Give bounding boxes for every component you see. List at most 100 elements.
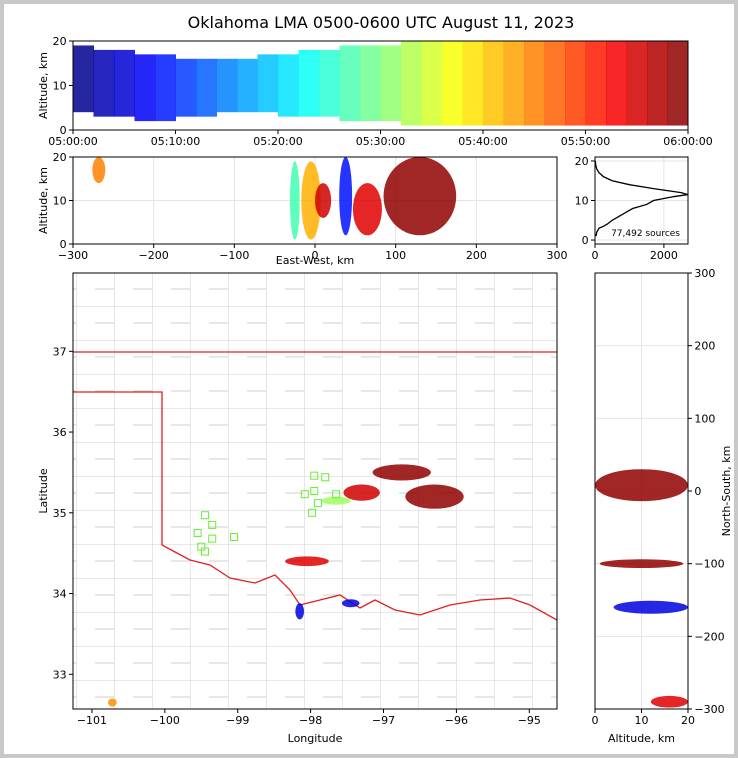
y-axis-label: Altitude, km (37, 167, 50, 234)
source-band (606, 41, 627, 126)
y-tick-label: 20 (575, 155, 589, 168)
axes-frame (594, 156, 689, 245)
source-band (483, 41, 504, 126)
x-tick-label: 05:40:00 (458, 135, 507, 148)
station (230, 533, 239, 542)
station (300, 490, 309, 499)
source-cluster (107, 698, 117, 707)
x-tick-label: 05:20:00 (253, 135, 302, 148)
source-cluster (341, 599, 360, 608)
station (310, 471, 319, 480)
source-band (196, 58, 217, 117)
county-lines (73, 273, 557, 709)
source-cluster (599, 559, 684, 569)
source-cluster (92, 157, 106, 184)
x-tick-label: 05:30:00 (356, 135, 405, 148)
source-band (667, 41, 689, 126)
source-cluster (405, 484, 464, 509)
source-cluster (321, 496, 351, 505)
x-axis-label: Altitude, km (608, 732, 675, 745)
station (208, 534, 217, 543)
chart-title: Oklahoma LMA 0500-0600 UTC August 11, 20… (188, 13, 575, 32)
y-tick-label: 34 (53, 588, 67, 601)
source-band (114, 49, 135, 117)
station (321, 473, 330, 482)
source-band (503, 41, 525, 126)
x-tick-label: −96 (445, 714, 468, 727)
x-tick-label: 0 (592, 714, 599, 727)
source-band (462, 41, 484, 126)
y-axis-label: North-South, km (720, 446, 733, 537)
x-axis-label: East-West, km (276, 254, 354, 267)
y-tick-label: 37 (53, 345, 67, 358)
histogram-line (594, 160, 689, 237)
x-tick-label: −97 (372, 714, 395, 727)
axes-frame (72, 272, 558, 710)
source-band (524, 41, 545, 126)
y-tick-label: 300 (694, 267, 715, 280)
source-band (216, 58, 238, 113)
x-tick-label: 05:00:00 (48, 135, 97, 148)
source-band (257, 54, 279, 113)
source-cluster (339, 157, 353, 236)
x-tick-label: −300 (58, 249, 88, 262)
y-tick-label: 100 (694, 412, 715, 425)
y-tick-label: 20 (53, 151, 67, 164)
y-tick-label: 0 (60, 238, 67, 251)
station (200, 511, 209, 520)
axes-frame (72, 40, 689, 131)
x-tick-label: 06:00:00 (663, 135, 712, 148)
x-tick-label: 20 (681, 714, 695, 727)
y-axis-label: Altitude, km (37, 52, 50, 119)
source-band (360, 45, 381, 122)
x-tick-label: 05:50:00 (561, 135, 610, 148)
axes-frame (594, 272, 689, 710)
x-tick-label: −100 (150, 714, 180, 727)
station (332, 490, 341, 499)
source-cluster (295, 603, 305, 620)
x-tick-label: 10 (635, 714, 649, 727)
source-cluster (372, 464, 431, 481)
x-tick-label: 100 (385, 249, 406, 262)
source-band (93, 49, 115, 117)
x-tick-label: 0 (312, 249, 319, 262)
source-band (647, 41, 668, 126)
x-tick-label: −95 (518, 714, 541, 727)
source-cluster (352, 183, 382, 236)
x-tick-label: 05:10:00 (151, 135, 200, 148)
source-band (442, 41, 463, 126)
y-tick-label: 0 (694, 485, 701, 498)
source-band (380, 45, 402, 122)
source-band (155, 54, 176, 122)
y-tick-label: −100 (694, 558, 724, 571)
y-tick-label: 0 (582, 234, 589, 247)
x-tick-label: 200 (466, 249, 487, 262)
y-tick-label: 36 (53, 426, 67, 439)
x-tick-label: −200 (139, 249, 169, 262)
source-cluster (285, 556, 329, 567)
axes-frame (72, 156, 558, 245)
annotation: 77,492 sources (611, 229, 680, 239)
y-tick-label: 10 (53, 195, 67, 208)
source-band (319, 49, 340, 117)
source-band (626, 41, 648, 126)
station (308, 508, 317, 517)
y-tick-label: 0 (60, 124, 67, 137)
border-path (73, 351, 557, 621)
source-cluster (343, 484, 380, 501)
source-band (421, 41, 443, 126)
station (310, 487, 319, 495)
y-axis-label: Latitude (37, 468, 50, 514)
source-band (134, 54, 156, 122)
source-band (298, 49, 320, 117)
source-cluster (289, 161, 300, 240)
y-tick-label: 10 (575, 195, 589, 208)
x-tick-label: −101 (77, 714, 107, 727)
source-cluster (650, 695, 689, 708)
x-axis-label: Longitude (288, 732, 343, 745)
station (200, 547, 209, 556)
x-tick-label: 300 (547, 249, 568, 262)
station (193, 528, 202, 537)
source-band (237, 58, 258, 113)
